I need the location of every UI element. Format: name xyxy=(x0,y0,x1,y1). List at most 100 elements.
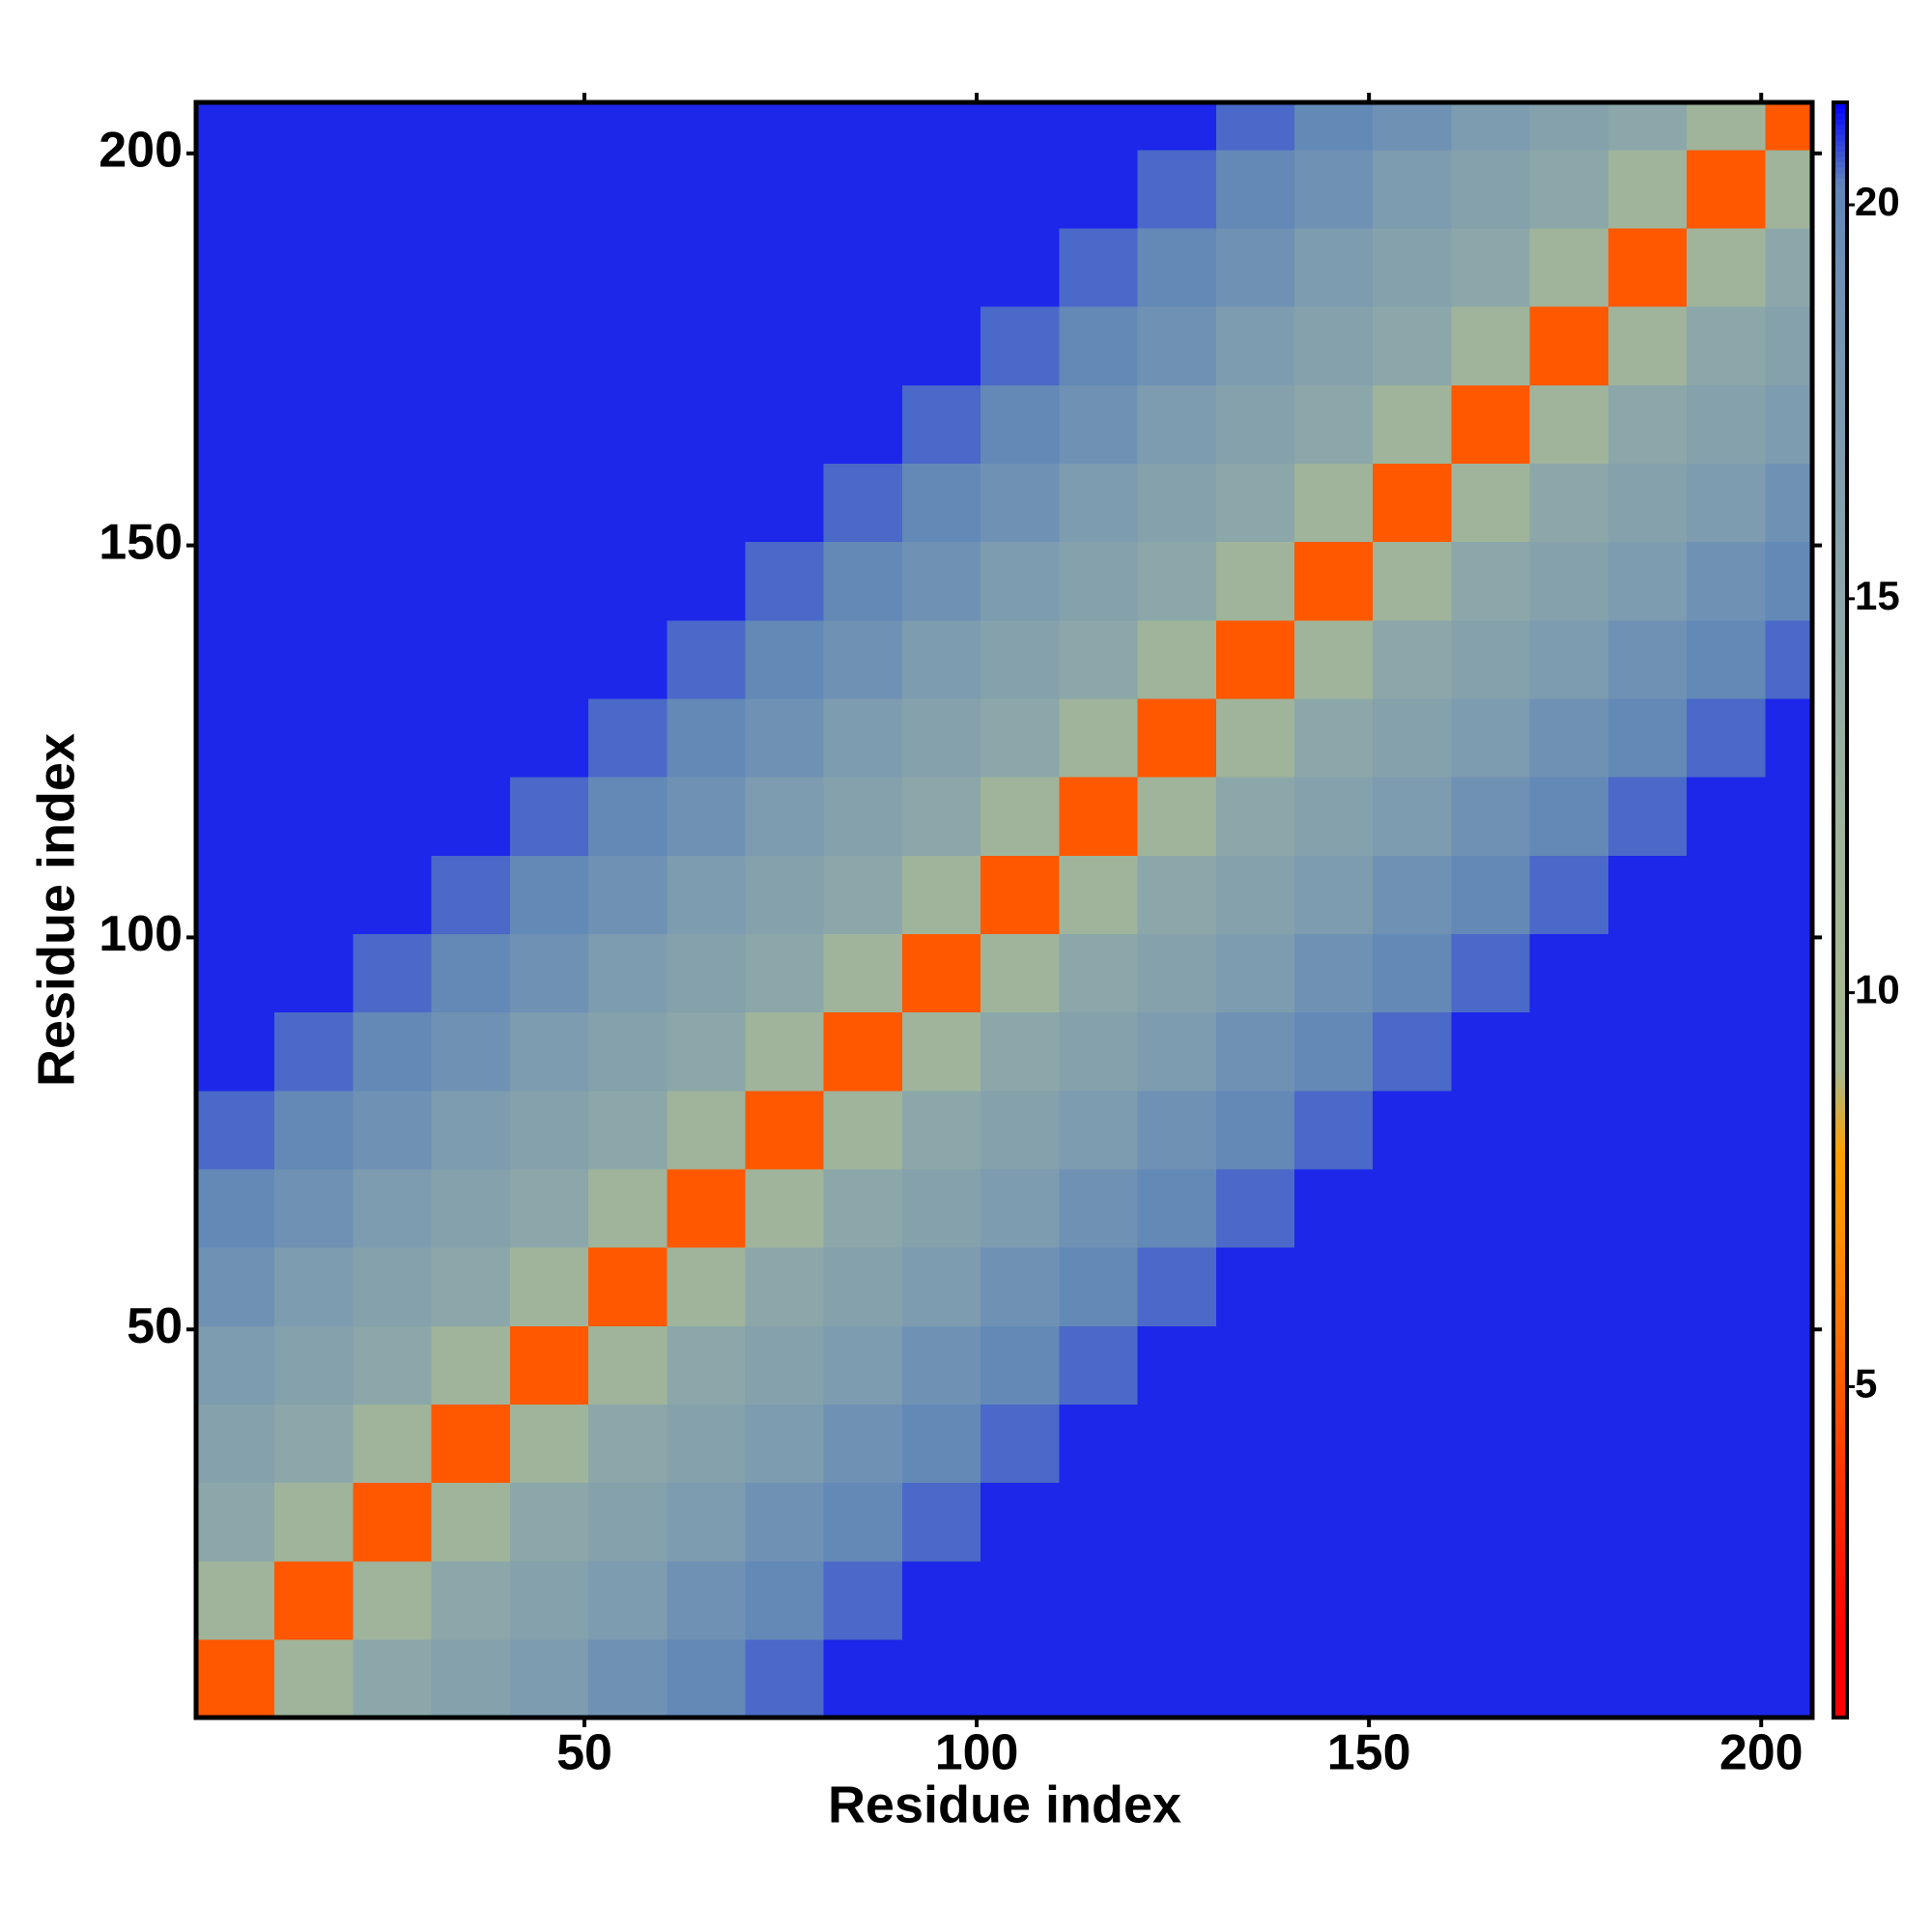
heatmap-cell xyxy=(1293,933,1374,1013)
heatmap-cell xyxy=(980,1090,1060,1170)
colorbar-step xyxy=(1833,1275,1847,1283)
colorbar-step xyxy=(1833,1513,1847,1520)
heatmap-cell xyxy=(1451,227,1531,307)
colorbar-step xyxy=(1833,1335,1847,1342)
colorbar-step xyxy=(1833,716,1847,723)
colorbar-step xyxy=(1833,1658,1847,1665)
heatmap-cell xyxy=(1687,1404,1766,1484)
heatmap-cell xyxy=(745,697,825,778)
colorbar-step xyxy=(1833,1679,1847,1687)
heatmap-cell xyxy=(588,1090,668,1170)
heatmap-cell xyxy=(1059,1325,1139,1405)
heatmap-cell xyxy=(1293,697,1374,778)
heatmap-cell xyxy=(431,1090,511,1170)
colorbar-step xyxy=(1833,1480,1847,1488)
colorbar-step xyxy=(1833,1351,1847,1358)
colorbar-step xyxy=(1833,1287,1847,1293)
colorbar-step xyxy=(1833,818,1847,825)
colorbar-step xyxy=(1833,845,1847,852)
heatmap-cell xyxy=(1607,697,1688,778)
colorbar-step xyxy=(1833,603,1847,610)
colorbar-step xyxy=(1833,1168,1847,1175)
heatmap-cell xyxy=(1293,1011,1374,1092)
colorbar-step xyxy=(1833,430,1847,438)
heatmap-cell xyxy=(1137,1090,1217,1170)
colorbar-step xyxy=(1833,350,1847,356)
heatmap-cell xyxy=(1765,227,1813,307)
colorbar-step xyxy=(1833,1427,1847,1434)
colorbar-step xyxy=(1833,1124,1847,1132)
colorbar-step xyxy=(1833,452,1847,459)
colorbar-step xyxy=(1833,323,1847,329)
colorbar-step xyxy=(1833,1561,1847,1568)
colorbar-step xyxy=(1833,1502,1847,1509)
heatmap-cell xyxy=(667,149,747,229)
heatmap-cell xyxy=(1529,1638,1609,1719)
heatmap-cell xyxy=(667,227,747,307)
heatmap-cell xyxy=(1293,227,1374,307)
colorbar-step xyxy=(1833,1130,1847,1137)
colorbar-step xyxy=(1833,1340,1847,1348)
colorbar-step xyxy=(1833,1528,1847,1536)
heatmap-cell xyxy=(274,619,355,699)
colorbar-step xyxy=(1833,118,1847,126)
heatmap-cell xyxy=(431,541,511,621)
heatmap-cell xyxy=(1373,777,1453,856)
colorbar-step xyxy=(1833,657,1847,664)
colorbar-step xyxy=(1833,183,1847,189)
heatmap-cell xyxy=(588,306,668,385)
colorbar-step xyxy=(1833,823,1847,831)
colorbar-step xyxy=(1833,781,1847,787)
colorbar-step xyxy=(1833,1270,1847,1277)
heatmap-cell xyxy=(431,384,511,464)
colorbar-step xyxy=(1833,468,1847,475)
colorbar-step xyxy=(1833,387,1847,394)
heatmap-cell xyxy=(274,1168,355,1248)
heatmap-cell xyxy=(1451,384,1531,464)
colorbar-step xyxy=(1833,210,1847,216)
heatmap-cell xyxy=(1373,697,1453,778)
colorbar-step xyxy=(1833,904,1847,911)
heatmap-cell xyxy=(1451,1560,1531,1640)
colorbar-step xyxy=(1833,1034,1847,1040)
colorbar-step xyxy=(1833,1157,1847,1164)
colorbar-step xyxy=(1833,404,1847,411)
colorbar-step xyxy=(1833,570,1847,578)
heatmap-cell xyxy=(1607,1247,1688,1326)
heatmap-cell xyxy=(823,933,903,1013)
colorbar-step xyxy=(1833,764,1847,771)
colorbar-step xyxy=(1833,743,1847,750)
heatmap-cell xyxy=(196,1638,275,1719)
colorbar-step xyxy=(1833,1620,1847,1628)
heatmap-cell xyxy=(1373,1560,1453,1640)
heatmap-cell xyxy=(1215,384,1295,464)
colorbar-step xyxy=(1833,231,1847,239)
colorbar-step xyxy=(1833,1061,1847,1067)
heatmap-cell xyxy=(509,1325,589,1405)
heatmap-cell xyxy=(1373,933,1453,1013)
colorbar-step xyxy=(1833,1566,1847,1574)
heatmap-cell xyxy=(1765,933,1813,1013)
heatmap-cell xyxy=(274,306,355,385)
colorbar-step xyxy=(1833,193,1847,201)
colorbar-step xyxy=(1833,651,1847,658)
colorbar-step xyxy=(1833,834,1847,841)
heatmap-cell xyxy=(509,541,589,621)
colorbar-step xyxy=(1833,1120,1847,1126)
colorbar-step xyxy=(1833,678,1847,685)
heatmap-cell xyxy=(1059,1482,1139,1562)
heatmap-cell xyxy=(980,149,1060,229)
colorbar-step xyxy=(1833,226,1847,233)
heatmap-cell xyxy=(1293,149,1374,229)
colorbar-step xyxy=(1833,279,1847,287)
heatmap-cell xyxy=(1059,1638,1139,1719)
heatmap-cell xyxy=(196,1011,275,1092)
heatmap-cell xyxy=(1373,1168,1453,1248)
heatmap-cell xyxy=(823,1404,903,1484)
heatmap-cell xyxy=(588,1247,668,1326)
colorbar-step xyxy=(1833,645,1847,653)
heatmap-cell xyxy=(274,1325,355,1405)
heatmap-cell xyxy=(1765,777,1813,856)
heatmap-cell xyxy=(980,1638,1060,1719)
heatmap-cell xyxy=(1687,541,1766,621)
